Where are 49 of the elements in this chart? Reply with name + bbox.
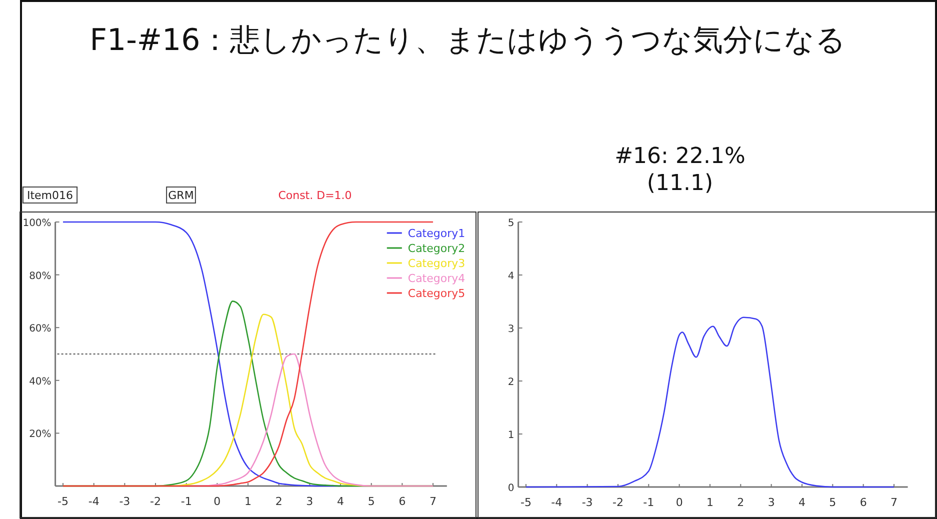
y-tick-label: 60% <box>29 324 52 335</box>
x-tick-label: -5 <box>520 496 532 509</box>
x-tick-label: -4 <box>88 495 100 508</box>
x-tick-label: -4 <box>551 496 562 509</box>
x-tick-label: -1 <box>643 496 654 509</box>
x-tick-label: 1 <box>706 496 714 509</box>
x-tick-label: 4 <box>337 495 344 508</box>
line-series <box>525 316 895 488</box>
text: GRM <box>168 189 194 202</box>
y-tick-label: 5 <box>508 218 514 229</box>
y-tick-label: 0 <box>508 483 514 494</box>
x-tick-label: 2 <box>275 495 282 508</box>
x-tick-label: 3 <box>306 495 314 508</box>
x-tick-label: -2 <box>150 495 161 508</box>
x-tick-label: 5 <box>829 496 836 509</box>
x-tick-label: 7 <box>430 495 437 508</box>
y-tick-label: 80% <box>29 270 52 282</box>
x-tick-label: 6 <box>398 495 406 508</box>
chart-title: #16: 22.1% <box>614 144 746 169</box>
x-tick-label: 3 <box>768 496 775 509</box>
x-tick-label: -2 <box>612 496 624 509</box>
x-tick-label: 0 <box>676 496 683 509</box>
x-tick-label: -1 <box>180 495 192 508</box>
x-tick-label: -3 <box>582 496 593 509</box>
y-tick-label: 100% <box>22 218 52 229</box>
x-tick-label: 2 <box>737 496 744 509</box>
x-tick-label: 0 <box>214 495 221 508</box>
legend-label: Category5 <box>408 287 466 300</box>
y-tick-label: 4 <box>508 271 514 282</box>
y-tick-label: 40% <box>29 376 52 388</box>
y-tick-label: 20% <box>29 429 52 440</box>
y-tick-label: 3 <box>508 324 514 335</box>
x-tick-label: 5 <box>368 495 375 508</box>
legend-label: Category4 <box>408 272 466 285</box>
x-tick-label: 1 <box>244 495 252 508</box>
chart-title: F1-#16：悲しかったり、またはゆううつな気分になる <box>90 23 846 58</box>
x-tick-label: 6 <box>860 496 867 509</box>
legend-label: Category3 <box>408 257 466 270</box>
legend-label: Category1 <box>408 227 466 240</box>
y-tick-label: 2 <box>508 377 514 388</box>
text: Const. D=1.0 <box>278 189 352 202</box>
x-tick-label: -3 <box>119 495 130 508</box>
legend-label: Category2 <box>408 242 466 255</box>
x-tick-label: 4 <box>798 496 806 509</box>
x-tick-label: 7 <box>890 496 898 509</box>
x-tick-label: -5 <box>58 495 68 508</box>
text: Item016 <box>26 189 74 202</box>
y-tick-label: 1 <box>508 430 514 441</box>
chart-subtitle: (11.1) <box>646 171 714 196</box>
